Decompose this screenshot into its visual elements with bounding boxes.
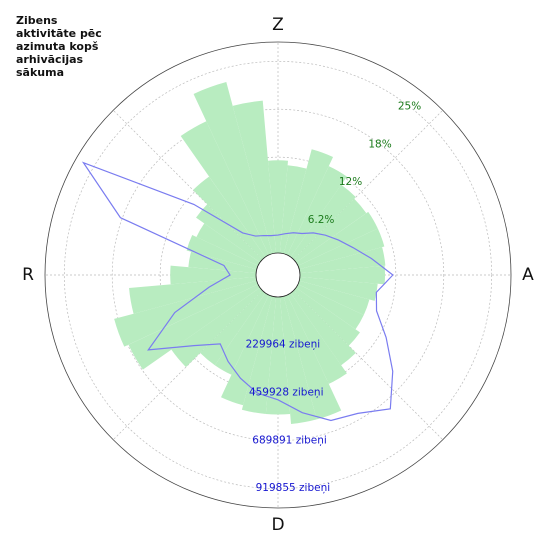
outer-circle	[44, 41, 512, 509]
grid-circle	[111, 108, 445, 442]
angular-grid-line	[293, 109, 444, 260]
bar	[232, 100, 277, 254]
bar	[297, 228, 385, 270]
r-tick-label: 25%	[398, 101, 421, 113]
bar	[241, 296, 277, 414]
chart-title: arhivācijas	[16, 53, 84, 66]
bar	[283, 149, 334, 256]
bar	[267, 160, 289, 254]
center-hole	[255, 252, 301, 298]
r-tick-label: 6.2%	[308, 214, 335, 226]
r2-tick-label: 229964 zibeņi	[246, 339, 321, 351]
angular-grid-line	[293, 290, 444, 441]
r2-tick-label: 919855 zibeņi	[256, 482, 331, 494]
chart-title: azimuta kopš	[16, 40, 99, 53]
chart-title: aktivitāte pēc	[16, 27, 102, 40]
direction-label: Z	[272, 15, 284, 35]
angular-grid-line	[112, 109, 263, 260]
bar	[193, 82, 273, 256]
bar	[193, 176, 266, 260]
bar	[186, 234, 259, 270]
bar	[299, 265, 386, 285]
bar	[170, 265, 257, 285]
bar	[196, 204, 263, 263]
direction-label: R	[22, 265, 34, 285]
bar	[287, 166, 347, 257]
bar	[296, 211, 378, 266]
bar	[287, 293, 347, 384]
bar	[297, 280, 370, 316]
r-tick-label: 18%	[368, 138, 391, 150]
r2-tick-label: 689891 zibeņi	[252, 434, 327, 446]
line	[81, 161, 394, 422]
bar	[279, 296, 317, 424]
marks	[81, 82, 394, 424]
bar	[180, 121, 269, 257]
r2-tick-label: 459928 zibeņi	[249, 387, 324, 399]
bar	[290, 290, 356, 366]
bar	[290, 184, 356, 260]
bar	[114, 280, 259, 347]
bar	[129, 276, 257, 314]
grid-circle	[63, 60, 493, 490]
chart-title: sākuma	[16, 66, 64, 79]
bar	[283, 294, 342, 420]
direction-label: D	[271, 515, 284, 535]
bar	[293, 287, 360, 346]
bar	[299, 276, 378, 301]
bar	[279, 165, 307, 254]
r-tick-label: 12%	[339, 176, 362, 188]
bar	[171, 287, 263, 368]
bar	[196, 223, 260, 266]
bar	[296, 284, 364, 330]
bar	[200, 290, 266, 366]
bar	[265, 296, 291, 415]
direction-label: A	[522, 265, 534, 285]
bar	[221, 294, 273, 406]
chart-title: Zibens	[16, 14, 58, 27]
bar	[214, 293, 269, 375]
bar	[293, 198, 367, 263]
